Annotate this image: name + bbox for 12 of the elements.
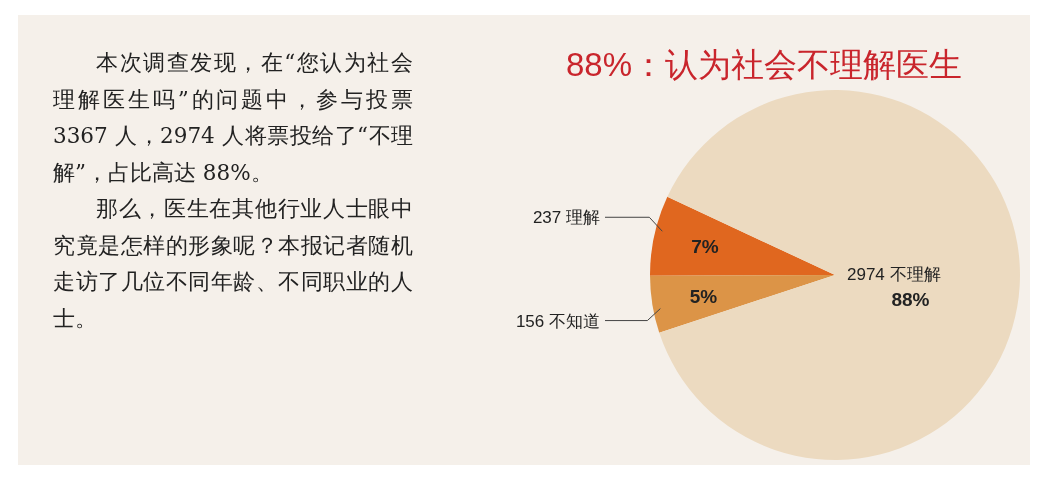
slice-label: 156 不知道	[515, 311, 600, 331]
pie-slice	[659, 90, 1020, 460]
text: 本次调查发现，在“您认为社会理解医生吗”的问题中，参与投票 3367 人，2974 人将票投给了“不理解”，占比高达 88%。	[53, 49, 413, 187]
text: 那么，医生在其他行业人士眼中究竟是怎样的形象呢？本报记者随机走访了几位不同年龄、不同职业的人士。	[53, 195, 413, 333]
data-label: 88%	[891, 289, 930, 311]
pie-slice	[650, 275, 835, 333]
slice-label: 2974 不理解	[847, 265, 941, 284]
slice-label: 237 理解	[532, 208, 600, 228]
chart-title: 88%：认为社会不理解医生	[566, 45, 963, 85]
data-label: 5%	[689, 286, 718, 308]
pie-slice	[650, 196, 835, 276]
data-label: 7%	[691, 236, 719, 258]
